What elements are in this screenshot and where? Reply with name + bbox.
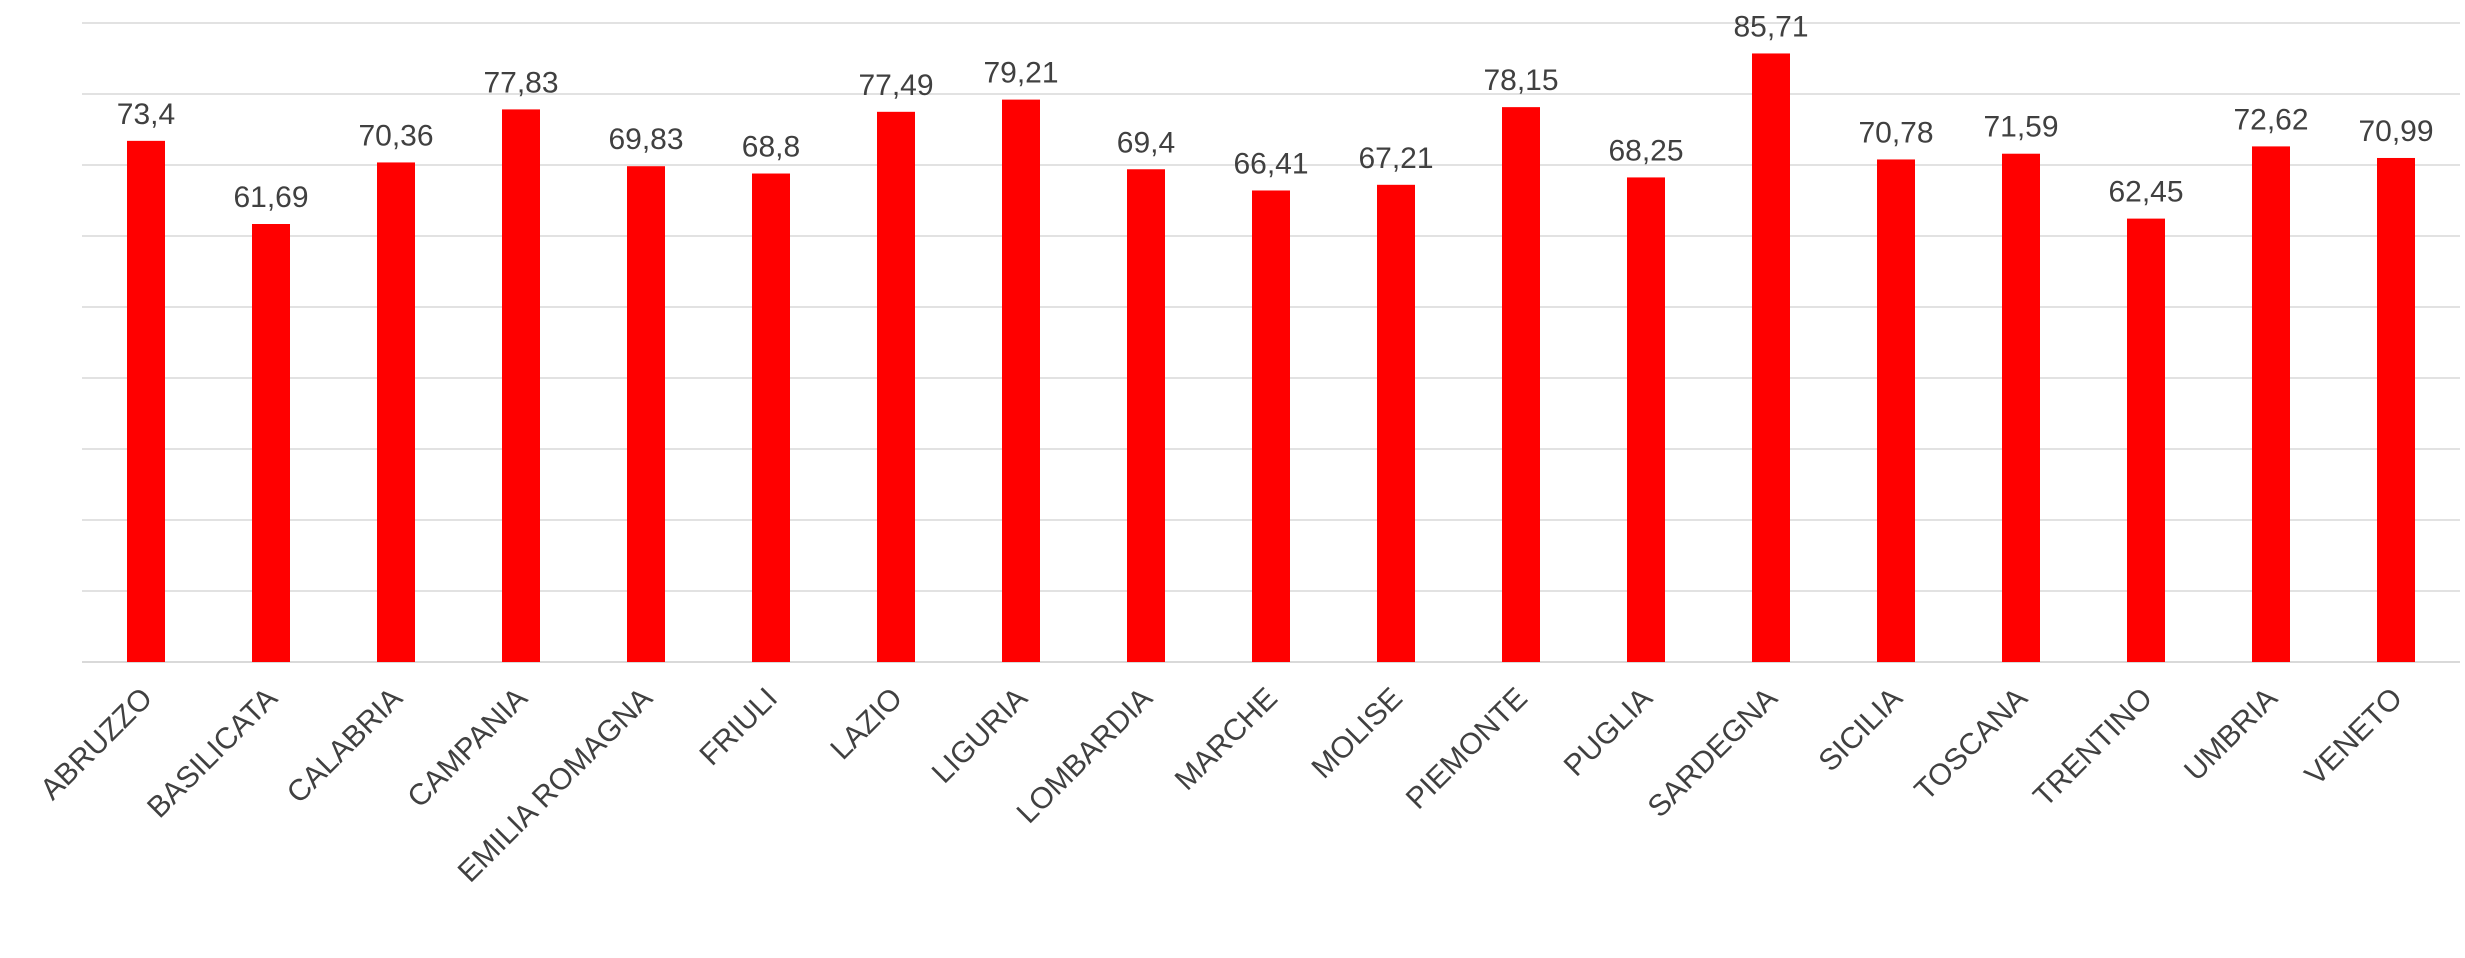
data-label: 78,15 [1483,64,1558,97]
bar [377,162,415,662]
data-label: 79,21 [983,57,1058,90]
bar [2127,218,2165,663]
category-label: VENETO [2299,682,2409,792]
bar [252,224,290,662]
bar [1502,107,1540,662]
category-label: MOLISE [1305,682,1409,786]
category-label: TOSCANA [1908,682,2034,808]
category-label: SICILIA [1813,682,1909,778]
data-label: 70,99 [2358,115,2433,148]
data-label: 66,41 [1233,147,1308,180]
bar [1252,190,1290,662]
data-label: 70,36 [358,119,433,152]
data-label: 85,71 [1733,10,1808,43]
data-label: 69,83 [608,123,683,156]
bar [2252,146,2290,662]
bar [2002,153,2040,662]
bar [502,109,540,663]
bar [1377,184,1415,662]
category-label: BASILICATA [141,682,284,825]
category-label: TRENTINO [2027,682,2159,814]
bar [127,140,165,663]
bar [877,111,915,663]
bar [1127,169,1165,662]
category-label: FRIULI [693,682,784,773]
data-label: 62,45 [2108,176,2183,209]
category-label: CALABRIA [281,682,409,810]
bar [1877,159,1915,662]
data-label: 70,78 [1858,116,1933,149]
data-label: 68,25 [1608,134,1683,167]
category-label: SARDEGNA [1642,682,1784,824]
category-label: LAZIO [824,682,909,767]
category-label: MARCHE [1169,682,1284,797]
category-labels: ABRUZZOBASILICATACALABRIACAMPANIAEMILIA … [34,682,2409,889]
category-label: PIEMONTE [1400,682,1534,816]
data-label: 69,4 [1117,126,1175,159]
bar [752,173,790,662]
bar [2377,157,2415,662]
data-label: 77,83 [483,66,558,99]
bar [627,166,665,662]
data-label: 77,49 [858,69,933,102]
category-label: ABRUZZO [34,682,159,807]
category-label: PUGLIA [1558,682,1659,783]
bar [1627,177,1665,663]
data-label: 73,4 [117,98,175,131]
category-label: LIGURIA [926,682,1034,790]
data-label: 71,59 [1983,111,2058,144]
category-label: CAMPANIA [401,682,534,815]
data-label: 72,62 [2233,103,2308,136]
bar [1752,53,1790,663]
category-label: LOMBARDIA [1011,682,1159,830]
bar [1002,99,1040,662]
data-label: 61,69 [233,181,308,214]
data-labels: 73,4 61,69 70,36 77,83 69,83 68,8 77,49 79,21 69… [117,10,2434,214]
bars [127,53,2415,663]
category-label: UMBRIA [2178,682,2284,788]
data-label: 68,8 [742,131,800,164]
data-label: 67,21 [1358,142,1433,175]
